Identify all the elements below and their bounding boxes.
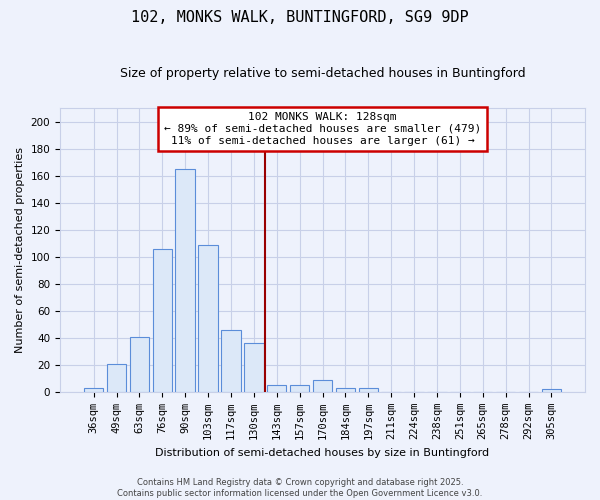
Bar bbox=[221, 330, 241, 392]
Bar bbox=[542, 389, 561, 392]
Bar bbox=[290, 385, 310, 392]
Bar bbox=[175, 169, 195, 392]
Bar bbox=[84, 388, 103, 392]
Y-axis label: Number of semi-detached properties: Number of semi-detached properties bbox=[15, 147, 25, 353]
X-axis label: Distribution of semi-detached houses by size in Buntingford: Distribution of semi-detached houses by … bbox=[155, 448, 490, 458]
Bar bbox=[335, 388, 355, 392]
Title: Size of property relative to semi-detached houses in Buntingford: Size of property relative to semi-detach… bbox=[120, 68, 526, 80]
Bar bbox=[152, 248, 172, 392]
Bar bbox=[130, 336, 149, 392]
Bar bbox=[313, 380, 332, 392]
Bar bbox=[359, 388, 378, 392]
Bar bbox=[267, 385, 286, 392]
Bar bbox=[107, 364, 126, 392]
Bar bbox=[199, 244, 218, 392]
Text: Contains HM Land Registry data © Crown copyright and database right 2025.
Contai: Contains HM Land Registry data © Crown c… bbox=[118, 478, 482, 498]
Text: 102, MONKS WALK, BUNTINGFORD, SG9 9DP: 102, MONKS WALK, BUNTINGFORD, SG9 9DP bbox=[131, 10, 469, 25]
Bar bbox=[244, 344, 263, 392]
Text: 102 MONKS WALK: 128sqm
← 89% of semi-detached houses are smaller (479)
11% of se: 102 MONKS WALK: 128sqm ← 89% of semi-det… bbox=[164, 112, 481, 146]
